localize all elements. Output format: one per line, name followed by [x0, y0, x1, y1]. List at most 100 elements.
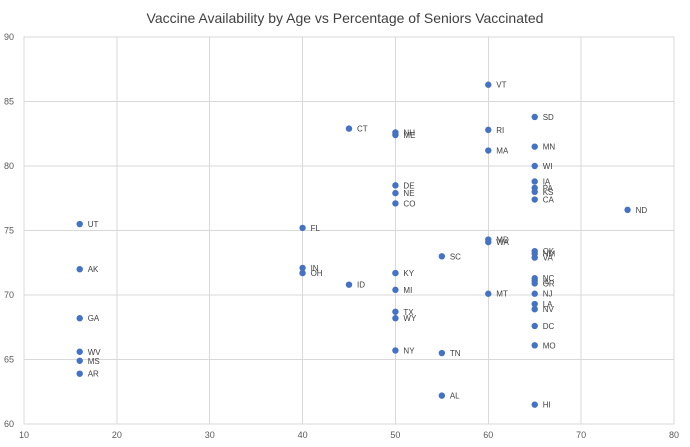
data-point-mt [485, 290, 492, 297]
data-label-wy: WY [403, 314, 417, 323]
x-tick-label: 80 [669, 430, 679, 440]
data-point-ky [392, 269, 399, 277]
data-point-ak [76, 266, 83, 273]
y-tick-label: 65 [4, 355, 14, 365]
data-label-co: CO [403, 199, 415, 208]
data-label-vt: VT [496, 81, 506, 90]
x-tick-label: 60 [483, 430, 493, 440]
data-point-or [531, 280, 538, 287]
data-label-ks: KS [543, 188, 554, 197]
data-label-de: DE [403, 181, 414, 190]
data-point-ms [76, 357, 83, 364]
data-point-co [392, 200, 399, 207]
data-point-nd [624, 206, 631, 214]
data-label-hi: HI [543, 401, 551, 410]
data-points [76, 81, 631, 408]
x-tick-label: 20 [112, 430, 122, 440]
data-label-wi: WI [543, 162, 553, 171]
data-label-ca: CA [543, 196, 555, 205]
gridlines [23, 36, 675, 425]
data-point-tn [438, 349, 446, 357]
y-axis-ticks: 60 65 70 75 80 85 90 [4, 32, 14, 429]
data-label-ga: GA [88, 314, 100, 323]
data-point-va [531, 254, 538, 261]
data-point-ne [392, 189, 399, 197]
plot-area-border [23, 36, 675, 425]
data-label-ne: NE [403, 189, 414, 198]
data-label-ak: AK [88, 265, 99, 274]
data-label-sd: SD [543, 113, 554, 122]
data-label-ma: MA [496, 147, 509, 156]
y-tick-label: 90 [4, 32, 14, 42]
data-label-md: MD [496, 236, 509, 245]
data-label-wv: WV [88, 348, 102, 357]
data-label-nd: ND [636, 206, 648, 215]
data-label-va: VA [543, 254, 554, 263]
data-point-ny [392, 347, 399, 354]
data-point-ks [531, 188, 538, 195]
data-point-nj [531, 290, 538, 297]
data-label-oh: OH [311, 269, 323, 278]
data-label-mi: MI [403, 286, 412, 295]
data-point-mo [531, 342, 538, 349]
data-point-ia [531, 178, 538, 185]
y-tick-label: 75 [4, 226, 14, 236]
data-point-wa [485, 238, 492, 246]
data-label-al: AL [450, 392, 460, 401]
data-label-mo: MO [543, 341, 556, 350]
data-point-de [392, 182, 399, 189]
data-point-wv [76, 348, 83, 355]
data-point-oh [299, 269, 306, 277]
data-label-wa: WA [496, 238, 509, 247]
data-label-or: OR [543, 279, 555, 288]
data-point-la [531, 300, 538, 308]
data-label-pa: PA [543, 184, 554, 193]
data-label-ia: IA [543, 177, 551, 186]
data-label-nc: NC [543, 274, 555, 283]
data-point-sc [438, 253, 446, 260]
data-label-id: ID [357, 281, 365, 290]
data-label-mn: MN [543, 143, 556, 152]
y-tick-label: 85 [4, 97, 14, 107]
data-label-ar: AR [88, 370, 99, 379]
data-label-la: LA [543, 300, 553, 309]
y-tick-label: 80 [4, 161, 14, 171]
data-point-ga [76, 315, 83, 322]
data-label-tn: TN [450, 349, 461, 358]
data-label-ny: NY [403, 346, 415, 355]
data-label-in: IN [311, 264, 319, 273]
data-point-hi [531, 401, 538, 408]
data-point-in [299, 264, 306, 272]
data-point-dc [531, 322, 538, 330]
data-label-nj: NJ [543, 290, 553, 299]
data-point-ar [76, 370, 83, 377]
x-tick-label: 50 [390, 430, 400, 440]
data-point-ca [531, 196, 538, 203]
x-tick-label: 10 [19, 430, 29, 440]
data-point-tx [392, 308, 399, 315]
data-point-wi [531, 162, 538, 170]
y-tick-label: 60 [4, 419, 14, 429]
x-tick-label: 40 [298, 430, 308, 440]
data-label-sc: SC [450, 252, 461, 261]
data-label-ct: CT [357, 125, 368, 134]
x-tick-label: 30 [205, 430, 215, 440]
data-label-nm: NM [543, 250, 556, 259]
data-label-nh: NH [403, 128, 415, 137]
data-point-ri [485, 126, 492, 134]
data-point-ma [485, 147, 492, 154]
y-tick-label: 70 [4, 290, 14, 300]
data-point-mi [392, 286, 399, 294]
data-point-mn [531, 143, 538, 150]
data-label-tx: TX [403, 308, 414, 317]
data-point-fl [299, 224, 306, 232]
data-point-ut [76, 220, 83, 228]
data-point-me [392, 131, 399, 139]
data-label-ok: OK [543, 247, 555, 256]
data-point-vt [485, 81, 492, 88]
data-label-mt: MT [496, 290, 508, 299]
x-tick-label: 70 [576, 430, 586, 440]
